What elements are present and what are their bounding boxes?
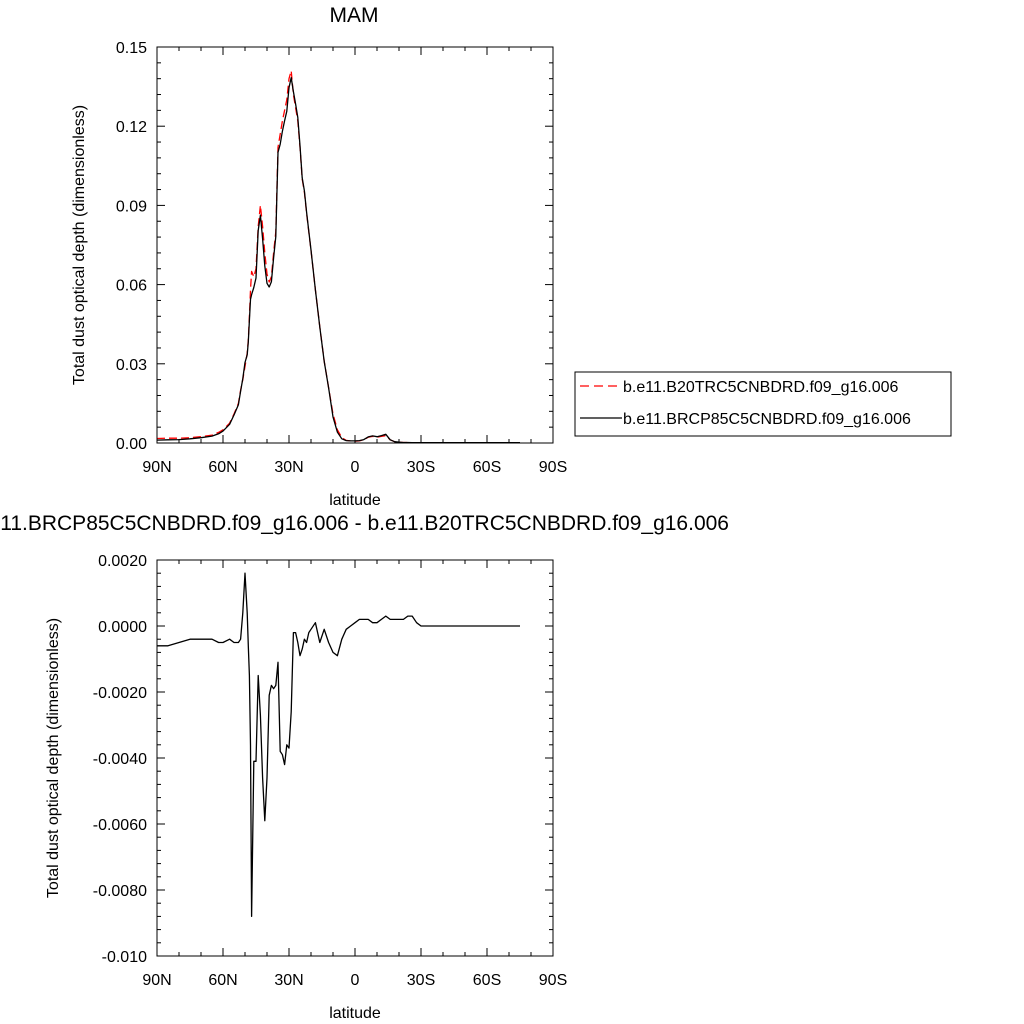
top-plot-frame	[156, 46, 554, 444]
bottom-ytick-label: 0.0000	[98, 619, 147, 636]
top-xtick-label: 90S	[539, 459, 567, 476]
top-xtick-label: 60S	[473, 459, 501, 476]
bottom-series-1-line	[157, 572, 520, 918]
top-xtick-label: 30S	[407, 459, 435, 476]
bottom-xtick-label: 90N	[142, 972, 171, 989]
legend: b.e11.B20TRC5CNBDRD.f09_g16.006 b.e11.BR…	[574, 371, 952, 437]
bottom-xtick-label: 30N	[274, 972, 303, 989]
bottom-panel: b.e11.BRCP85C5CNBDRD.f09_g16.006 - b.e11…	[0, 512, 729, 1022]
bottom-xtick-label: 60N	[208, 972, 237, 989]
top-axes: 90N 60N 30N 0 30S 60S 90S 0.00 0.03 0.06 0.09 0.12 0…	[116, 40, 567, 476]
bottom-xtick-label: 0	[351, 972, 360, 989]
top-xtick-label: 60N	[208, 459, 237, 476]
bottom-ylabel: Total dust optical depth (dimensionless)	[45, 618, 62, 898]
top-xtick-label: 0	[351, 459, 360, 476]
bottom-ytick-label: -0.0080	[93, 883, 147, 900]
top-ylabel: Total dust optical depth (dimensionless)	[71, 105, 88, 385]
top-series-2-line	[156, 76, 520, 444]
bottom-xtick-label: 60S	[473, 972, 501, 989]
top-ytick-label: 0.06	[116, 278, 147, 295]
bottom-series-group	[157, 572, 520, 918]
legend-label-series-2: b.e11.BRCP85C5CNBDRD.f09_g16.006	[623, 411, 911, 428]
bottom-ytick-label: 0.0020	[98, 553, 147, 570]
top-xlabel: latitude	[329, 492, 381, 509]
bottom-plot-frame	[156, 559, 554, 957]
bottom-ytick-label: -0.0020	[93, 685, 147, 702]
bottom-ytick-label: -0.0040	[93, 751, 147, 768]
bottom-axes: 90N 60N 30N 0 30S 60S 90S -0.010 -0.0080 -0.0060 -…	[93, 553, 568, 989]
bottom-xtick-label: 30S	[407, 972, 435, 989]
legend-label-series-1: b.e11.B20TRC5CNBDRD.f09_g16.006	[623, 379, 899, 396]
top-series-group	[156, 70, 520, 444]
top-xtick-label: 30N	[274, 459, 303, 476]
top-ytick-label: 0.09	[116, 198, 147, 215]
bottom-xtick-label: 90S	[539, 972, 567, 989]
top-title: MAM	[330, 4, 379, 27]
legend-box	[574, 371, 952, 437]
bottom-title: b.e11.BRCP85C5CNBDRD.f09_g16.006 - b.e11…	[0, 512, 729, 535]
top-series-1-line	[156, 70, 520, 444]
top-ytick-label: 0.03	[116, 357, 147, 374]
top-xtick-label: 90N	[142, 459, 171, 476]
top-panel: MAM 90N 60N 30N 0 30S 60S 90S 0.00 0.03 0.06 0.09 0…	[71, 4, 952, 509]
top-ytick-label: 0.00	[116, 436, 147, 453]
bottom-ytick-label: -0.010	[102, 949, 147, 966]
bottom-xlabel: latitude	[329, 1005, 381, 1022]
top-ytick-label: 0.12	[116, 119, 147, 136]
bottom-ytick-label: -0.0060	[93, 817, 147, 834]
top-ytick-label: 0.15	[116, 40, 147, 57]
